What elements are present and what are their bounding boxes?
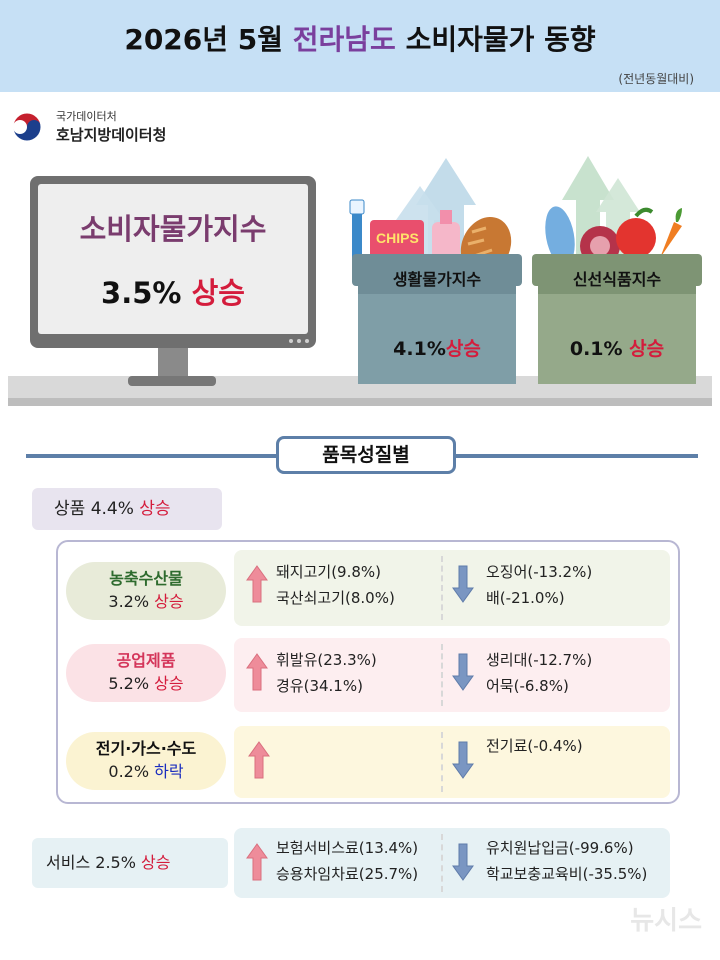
up-arrow-icon	[248, 741, 270, 779]
monitor-screen	[38, 184, 308, 334]
down-arrow-icon	[452, 843, 474, 881]
list-item: 오징어(-13.2%)	[486, 563, 593, 581]
list-item: 승용차임차료(25.7%)	[276, 865, 419, 883]
living-box-front	[358, 294, 516, 384]
category-name: 전기·가스·수도	[95, 739, 197, 758]
category-industrial-items	[234, 638, 670, 712]
category-industrial: 공업제품 5.2% 상승	[66, 644, 226, 702]
services-items	[234, 828, 670, 898]
list-item: 어묵(-6.8%)	[486, 677, 569, 695]
item-divider	[441, 644, 443, 706]
up-arrow-icon	[246, 565, 268, 603]
item-divider	[441, 732, 443, 792]
cpi-value: 3.5% 상승	[101, 276, 245, 310]
government-emblem-icon	[10, 110, 44, 144]
page-title: 2026년 5월 전라남도 소비자물가 동향	[124, 23, 596, 56]
agency-name: 호남지방데이터청	[56, 126, 167, 144]
chips-text: CHIPS	[376, 230, 419, 246]
item-divider	[441, 556, 443, 620]
category-value: 3.2% 상승	[108, 592, 184, 611]
goods-summary: 상품 4.4% 상승	[32, 488, 222, 530]
services-summary: 서비스 2.5% 상승	[32, 838, 228, 888]
category-utilities: 전기·가스·수도 0.2% 하락	[66, 732, 226, 790]
category-name: 농축수산물	[109, 569, 183, 588]
fresh-food-illustration	[545, 156, 682, 266]
list-item: 돼지고기(9.8%)	[276, 563, 382, 581]
living-index-value: 4.1%상승	[393, 338, 481, 360]
living-index-label: 생활물가지수	[392, 270, 482, 289]
category-name: 공업제품	[116, 651, 176, 670]
list-item: 국산쇠고기(8.0%)	[276, 589, 395, 607]
list-item: 경유(34.1%)	[276, 677, 363, 695]
down-arrow-icon	[452, 741, 474, 779]
section-title: 품목성질별	[276, 436, 456, 474]
agency-parent: 국가데이터처	[56, 110, 117, 123]
monitor-base	[128, 376, 216, 386]
category-value: 5.2% 상승	[108, 674, 184, 693]
list-item: 전기료(-0.4%)	[486, 737, 583, 755]
item-divider	[441, 834, 443, 892]
page-subtitle: (전년동월대비)	[618, 72, 694, 86]
category-value: 0.2% 하락	[108, 762, 184, 781]
monitor-stand	[158, 348, 188, 378]
list-item: 유치원납입금(-99.6%)	[486, 839, 634, 857]
up-arrow-icon	[246, 653, 268, 691]
header-banner	[0, 0, 720, 92]
category-utilities-items	[234, 726, 670, 798]
category-agri: 농축수산물 3.2% 상승	[66, 562, 226, 620]
list-item: 보험서비스료(13.4%)	[276, 839, 419, 857]
fresh-index-value: 0.1% 상승	[569, 338, 665, 360]
list-item: 배(-21.0%)	[486, 589, 565, 607]
list-item: 휘발유(23.3%)	[276, 651, 377, 669]
down-arrow-icon	[452, 565, 474, 603]
watermark: 뉴시스	[630, 906, 702, 936]
living-goods-illustration: CHIPS	[349, 158, 512, 270]
cpi-title: 소비자물가지수	[79, 212, 267, 246]
desk-edge	[8, 398, 712, 406]
monitor-dots-icon	[289, 339, 309, 343]
category-agri-items	[234, 550, 670, 626]
region-name: 전라남도	[292, 23, 396, 56]
fresh-box-front	[538, 294, 696, 384]
up-arrow-icon	[246, 843, 268, 881]
list-item: 생리대(-12.7%)	[486, 651, 593, 669]
list-item: 학교보충교육비(-35.5%)	[486, 865, 648, 883]
down-arrow-icon	[452, 653, 474, 691]
fresh-index-label: 신선식품지수	[572, 270, 662, 289]
